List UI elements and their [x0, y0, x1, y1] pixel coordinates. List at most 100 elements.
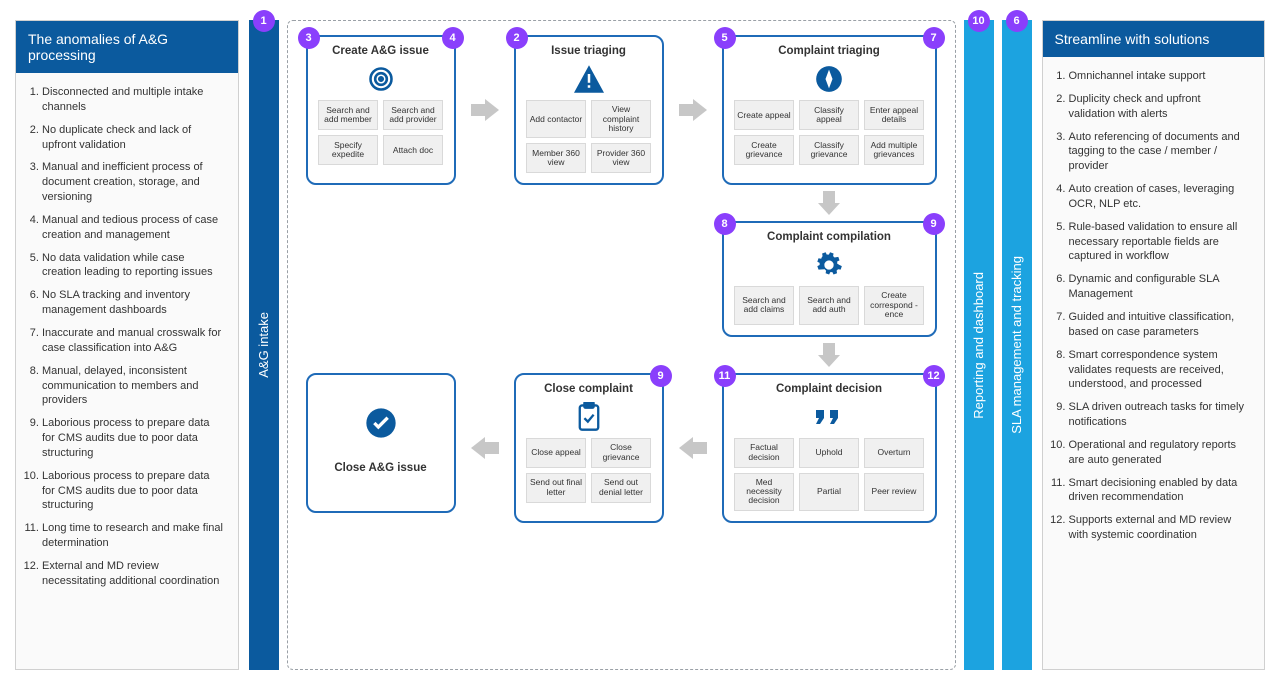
arrow-down-icon [722, 343, 937, 367]
list-item: No duplicate check and lack of upfront v… [42, 123, 228, 153]
sub: Add multiple grievances [864, 135, 924, 165]
sub: Search and add member [318, 100, 378, 130]
gear-icon [815, 250, 843, 280]
sub: Search and add auth [799, 286, 859, 324]
list-item: Dynamic and configurable SLA Management [1069, 272, 1255, 302]
list-item: Laborious process to prepare data for CM… [42, 416, 228, 461]
arrow-row-2 [306, 343, 937, 367]
reporting-bar: 10 Reporting and dashboard [964, 20, 994, 670]
clipboard-icon [577, 402, 601, 432]
decision-subs: Factual decision Uphold Overturn Med nec… [734, 438, 924, 511]
flow-area: 3 4 Create A&G issue Search and add memb… [287, 20, 956, 670]
decision-card: 11 12 Complaint decision Factual decisio… [722, 373, 937, 523]
list-item: Auto creation of cases, leveraging OCR, … [1069, 182, 1255, 212]
sla-bar: 6 SLA management and tracking [1002, 20, 1032, 670]
compilation-card: 8 9 Complaint compilation Search and add… [722, 221, 937, 336]
list-item: SLA driven outreach tasks for timely not… [1069, 400, 1255, 430]
arrow-left-icon [470, 373, 500, 523]
badge-5: 5 [714, 27, 736, 49]
solutions-panel: Streamline with solutions Omnichannel in… [1042, 20, 1266, 670]
badge-9a: 9 [923, 213, 945, 235]
list-item: Manual and inefficient process of docume… [42, 160, 228, 205]
list-item: Duplicity check and upfront validation w… [1069, 92, 1255, 122]
list-item: Operational and regulatory reports are a… [1069, 438, 1255, 468]
arrow-row-1 [306, 191, 937, 215]
row-3: Close A&G issue 9 Close complaint Close … [306, 373, 937, 523]
sub: Partial [799, 473, 859, 511]
badge-3: 3 [298, 27, 320, 49]
intake-bar: 1 A&G intake [249, 20, 279, 670]
sub: Search and add provider [383, 100, 443, 130]
sub: Send out final letter [526, 473, 586, 503]
arrow-right-icon [470, 35, 500, 185]
sub: Close appeal [526, 438, 586, 468]
solutions-title: Streamline with solutions [1043, 21, 1265, 57]
sub: Send out denial letter [591, 473, 651, 503]
badge-11: 11 [714, 365, 736, 387]
list-item: Rule-based validation to ensure all nece… [1069, 220, 1255, 265]
close-complaint-title: Close complaint [544, 383, 633, 396]
sub: Provider 360 view [591, 143, 651, 173]
sub: Attach doc [383, 135, 443, 165]
sub: Overturn [864, 438, 924, 468]
complaint-triage-subs: Create appeal Classify appeal Enter appe… [734, 100, 924, 165]
list-item: Smart correspondence system validates re… [1069, 348, 1255, 393]
sub: Search and add claims [734, 286, 794, 324]
badge-4: 4 [442, 27, 464, 49]
list-item: No data validation while case creation l… [42, 251, 228, 281]
arrow-right-icon [678, 35, 708, 185]
list-item: Manual and tedious process of case creat… [42, 213, 228, 243]
arrow-down-icon [722, 191, 937, 215]
page: The anomalies of A&G processing Disconne… [0, 0, 1280, 690]
row-2: 8 9 Complaint compilation Search and add… [306, 221, 937, 336]
sub: View complaint history [591, 100, 651, 138]
quotes-icon [814, 402, 844, 432]
list-item: Laborious process to prepare data for CM… [42, 469, 228, 514]
list-item: External and MD review necessitating add… [42, 559, 228, 589]
check-circle-icon [365, 408, 397, 438]
center-flow: 1 A&G intake 3 4 Create A&G issue Search… [249, 20, 1032, 670]
badge-12: 12 [923, 365, 945, 387]
complaint-triage-card: 5 7 Complaint triaging Create appeal Cla… [722, 35, 937, 185]
list-item: Disconnected and multiple intake channel… [42, 85, 228, 115]
alert-icon [574, 64, 604, 94]
anomalies-title: The anomalies of A&G processing [16, 21, 238, 73]
sub: Create grievance [734, 135, 794, 165]
sub: Close grievance [591, 438, 651, 468]
badge-2: 2 [506, 27, 528, 49]
issue-triage-card: 2 Issue triaging Add contactor View comp… [514, 35, 664, 185]
anomalies-list: Disconnected and multiple intake channel… [16, 73, 238, 609]
sub: Create correspond -ence [864, 286, 924, 324]
list-item: Manual, delayed, inconsistent communicat… [42, 364, 228, 409]
close-issue-title: Close A&G issue [334, 462, 426, 475]
list-item: Smart decisioning enabled by data driven… [1069, 476, 1255, 506]
badge-1: 1 [253, 10, 275, 32]
list-item: Inaccurate and manual crosswalk for case… [42, 326, 228, 356]
sub: Classify appeal [799, 100, 859, 130]
list-item: No SLA tracking and inventory management… [42, 288, 228, 318]
compilation-title: Complaint compilation [767, 231, 891, 244]
sla-label: SLA management and tracking [1009, 256, 1024, 434]
sub: Add contactor [526, 100, 586, 138]
list-item: Omnichannel intake support [1069, 69, 1255, 84]
list-item: Supports external and MD review with sys… [1069, 513, 1255, 543]
create-title: Create A&G issue [332, 45, 429, 58]
sub: Create appeal [734, 100, 794, 130]
compilation-subs: Search and add claims Search and add aut… [734, 286, 924, 324]
sub: Uphold [799, 438, 859, 468]
sub: Classify grievance [799, 135, 859, 165]
row-1: 3 4 Create A&G issue Search and add memb… [306, 35, 937, 185]
sub: Specify expedite [318, 135, 378, 165]
list-item: Auto referencing of documents and taggin… [1069, 130, 1255, 175]
arrow-left-icon [678, 373, 708, 523]
badge-9b: 9 [650, 365, 672, 387]
reporting-label: Reporting and dashboard [971, 272, 986, 419]
create-card: 3 4 Create A&G issue Search and add memb… [306, 35, 456, 185]
list-item: Long time to research and make final det… [42, 521, 228, 551]
badge-6: 6 [1006, 10, 1028, 32]
decision-title: Complaint decision [776, 383, 882, 396]
badge-7: 7 [923, 27, 945, 49]
target-icon [367, 64, 395, 94]
sub: Peer review [864, 473, 924, 511]
sub: Factual decision [734, 438, 794, 468]
